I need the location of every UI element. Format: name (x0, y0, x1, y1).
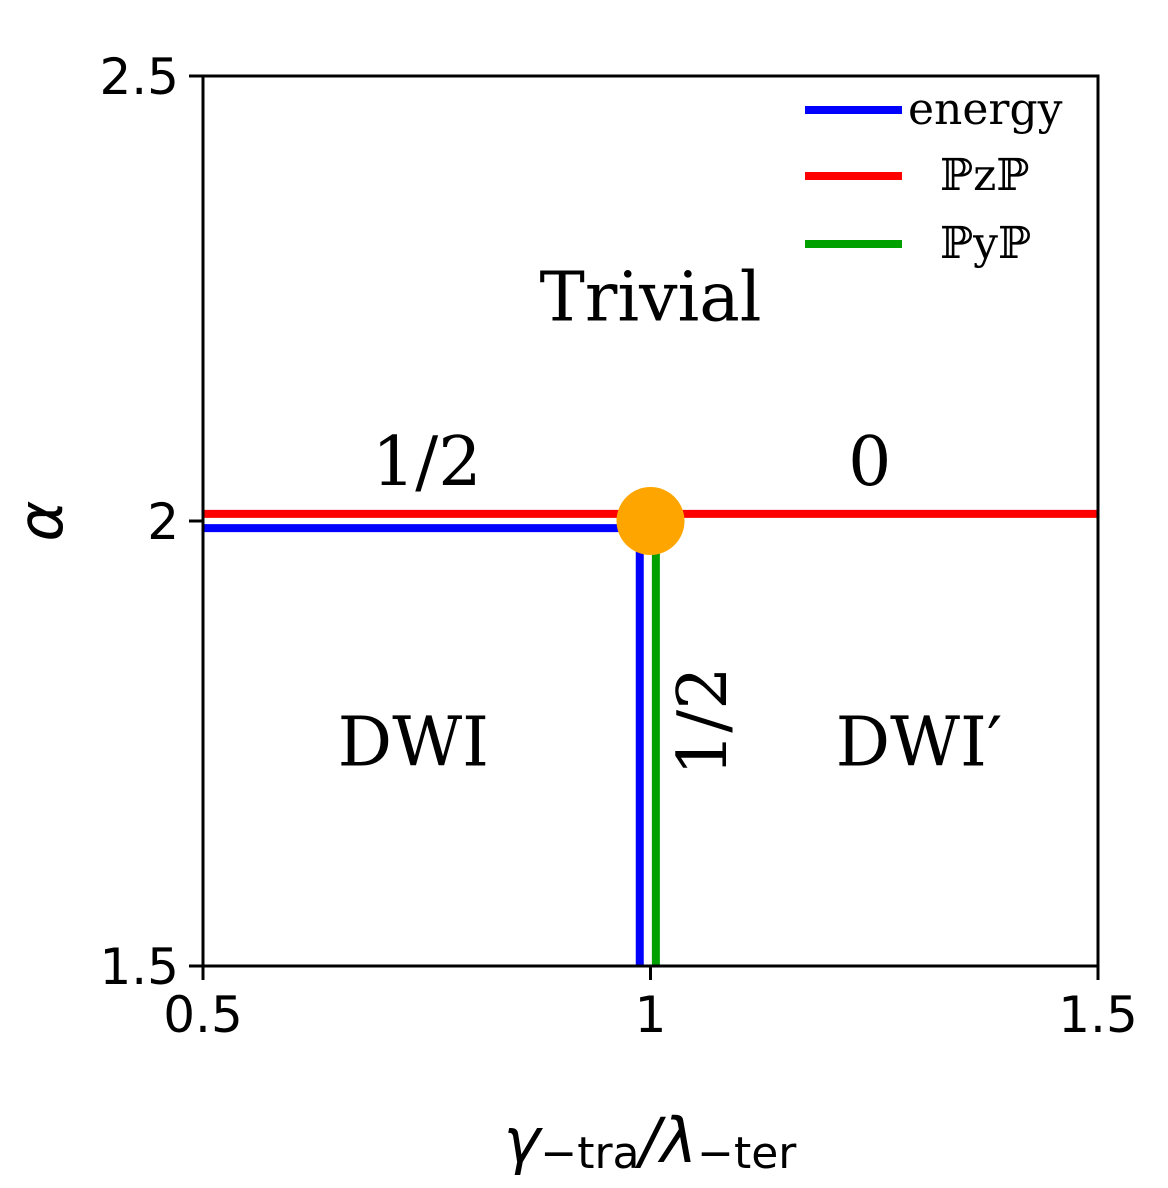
region-annotation-0: Trivial (539, 258, 761, 337)
legend-label-pzp: ℙzℙ (940, 150, 1029, 201)
critical-point-marker (616, 487, 685, 555)
region-annotation-4: DWI′ (836, 703, 1003, 782)
x-axis-label-sub-ter: −ter (697, 1128, 797, 1179)
legend-label-pyp: ℙyℙ (940, 218, 1031, 269)
x-axis-label: γ−tra/λ−ter (504, 1104, 798, 1179)
x-tick-label-1: 1 (635, 986, 667, 1044)
tick-layer: 0.5 1 1.5 1.5 2 2.5 (99, 48, 1137, 1044)
region-annotation-3: DWI (338, 703, 489, 782)
series-layer (203, 487, 1098, 966)
x-axis-label-slash-lambda: /λ (635, 1104, 698, 1177)
x-axis-label-gamma: γ (504, 1104, 544, 1177)
annotation-layer: Trivial 1/2 0 DWI DWI′ 1/2 (338, 258, 1003, 782)
x-tick-label-2: 1.5 (1058, 986, 1138, 1044)
legend: energy ℙzℙ ℙyℙ (805, 84, 1063, 269)
region-annotation-1: 1/2 (372, 423, 481, 502)
y-tick-label-2: 2.5 (99, 48, 179, 106)
legend-label-energy: energy (908, 84, 1063, 135)
x-tick-label-0: 0.5 (163, 986, 243, 1044)
y-axis-label: α (4, 501, 77, 542)
region-annotation-2: 0 (848, 423, 891, 502)
x-axis-label-sub-tra: −tra (540, 1128, 639, 1179)
region-annotation-5: 1/2 (664, 667, 743, 776)
y-tick-label-1: 2 (147, 493, 179, 551)
y-tick-label-0: 1.5 (99, 938, 179, 996)
